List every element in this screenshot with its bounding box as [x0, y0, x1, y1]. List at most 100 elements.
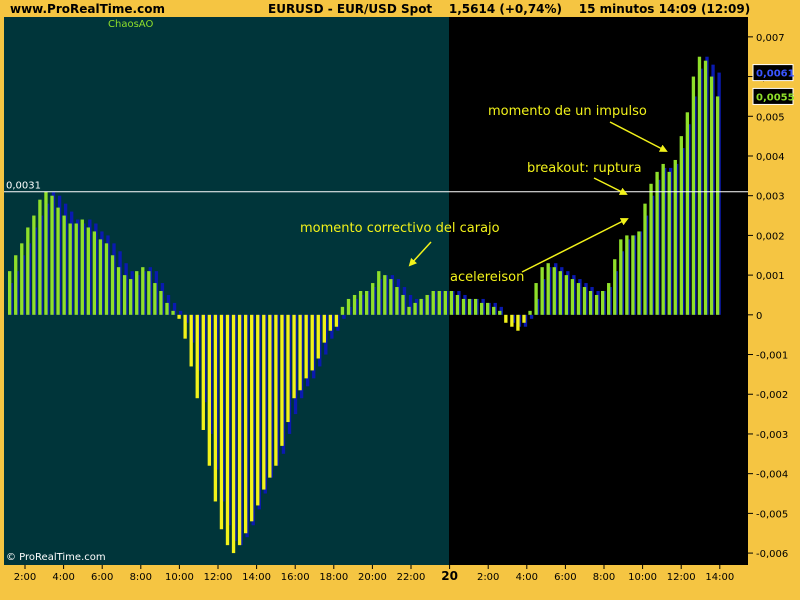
- x-tick-label: 10:00: [165, 572, 194, 583]
- price-readout: 1,5614 (+0,74%): [448, 2, 563, 16]
- ao-bar: [697, 56, 702, 315]
- ao-bar: [431, 291, 435, 315]
- annotation-breakout: breakout: ruptura: [527, 161, 642, 176]
- ao-bar: [316, 314, 320, 359]
- ao-bar: [437, 291, 441, 315]
- ao-bar: [546, 263, 550, 315]
- ao-bar: [619, 239, 623, 315]
- y-tick-label: -0,005: [756, 509, 788, 520]
- ao-bar: [679, 136, 683, 315]
- ao-bar: [86, 227, 90, 315]
- ao-bar: [667, 171, 671, 315]
- ao-bar: [352, 294, 357, 315]
- ao-bar: [110, 255, 115, 315]
- ao-bar: [322, 314, 326, 343]
- x-tick-label: 20: [441, 569, 458, 583]
- ao-bar: [613, 259, 617, 315]
- ao-bar: [504, 314, 508, 323]
- copyright-text: © ProRealTime.com: [6, 552, 106, 563]
- ao-bar: [510, 314, 514, 327]
- x-tick-label: 14:00: [242, 572, 271, 583]
- x-tick-label: 16:00: [281, 572, 310, 583]
- ao-bar: [655, 171, 659, 315]
- chart-header: EURUSD - EUR/USD Spot 1,5614 (+0,74%) 15…: [268, 2, 750, 16]
- last-value-ao: 0,0055: [752, 87, 795, 105]
- y-tick-label: -0,003: [756, 430, 788, 441]
- ao-bar: [625, 235, 629, 315]
- ao-bar: [522, 314, 526, 323]
- ao-bar: [225, 314, 230, 546]
- ao-bar: [135, 271, 139, 315]
- ao-bar: [129, 279, 133, 315]
- x-tick-label: 4:00: [52, 572, 74, 583]
- ao-bar: [207, 314, 212, 466]
- x-tick-label: 4:00: [516, 572, 538, 583]
- ao-bar: [643, 203, 647, 315]
- ao-bar: [50, 195, 54, 315]
- ao-bar: [68, 223, 72, 315]
- ao-bar: [231, 314, 236, 554]
- ao-bar: [691, 76, 696, 315]
- ao-bar: [576, 283, 581, 315]
- arrow-acceleration: [521, 218, 629, 273]
- x-tick-label: 2:00: [477, 572, 499, 583]
- ao-bar: [32, 215, 36, 315]
- site-url[interactable]: www.ProRealTime.com: [10, 2, 165, 16]
- ao-bar: [159, 291, 163, 315]
- ao-bar: [540, 267, 544, 315]
- ao-bar: [649, 183, 653, 315]
- y-tick-label: 0,002: [756, 231, 785, 242]
- ao-bar: [292, 314, 296, 399]
- ao-bar: [201, 314, 205, 430]
- ao-bar: [195, 314, 199, 399]
- ao-bar: [44, 191, 48, 315]
- annotations: momento de un impulso breakout: ruptura …: [300, 104, 668, 285]
- last-value-signal-text: 0,0061: [756, 69, 795, 80]
- ao-bar: [365, 291, 369, 315]
- ao-bar: [213, 314, 218, 502]
- ao-bar: [165, 302, 169, 315]
- x-tick-label: 6:00: [91, 572, 113, 583]
- x-tick-label: 6:00: [554, 572, 576, 583]
- signal-bar: [342, 314, 346, 319]
- ao-bar: [479, 302, 484, 315]
- ao-bar: [286, 314, 290, 423]
- arrow-impulse: [609, 121, 668, 152]
- ao-bar: [262, 314, 266, 490]
- ao-bar: [147, 271, 151, 315]
- ao-bar: [486, 302, 490, 315]
- ao-bar: [455, 294, 460, 315]
- y-tick-label: 0,003: [756, 192, 785, 203]
- y-tick-label: 0,007: [756, 33, 785, 44]
- y-tick-label: -0,002: [756, 390, 788, 401]
- y-tick-label: 0,001: [756, 271, 785, 282]
- ao-bar: [274, 314, 278, 466]
- last-value-ao-badge: [752, 87, 794, 105]
- last-value-ao-text: 0,0055: [756, 92, 795, 103]
- ao-bar: [280, 314, 284, 446]
- ao-bar: [98, 239, 103, 315]
- signal-bar: [408, 294, 413, 315]
- ao-bar: [594, 294, 599, 315]
- ao-bar: [407, 306, 411, 315]
- ao-bar: [673, 159, 677, 315]
- x-tick-label: 14:00: [705, 572, 734, 583]
- timeframe-readout: 15 minutos 14:09 (12:09): [578, 2, 751, 16]
- ao-bar: [346, 298, 351, 315]
- y-tick-label: 0,005: [756, 112, 785, 123]
- ao-bar: [631, 235, 635, 315]
- ao-bar: [340, 306, 345, 315]
- ao-bar: [461, 298, 466, 315]
- x-tick-label: 8:00: [130, 572, 152, 583]
- ao-bar: [449, 291, 454, 315]
- ao-bar: [328, 314, 333, 331]
- ao-bar: [413, 302, 417, 315]
- ao-bar: [715, 96, 720, 315]
- ao-bar: [219, 314, 224, 530]
- ao-bar: [467, 298, 472, 315]
- ao-bar: [122, 275, 127, 315]
- ao-bar: [443, 291, 447, 315]
- ao-bar: [304, 314, 308, 379]
- last-value-signal: 0,0061: [752, 64, 795, 82]
